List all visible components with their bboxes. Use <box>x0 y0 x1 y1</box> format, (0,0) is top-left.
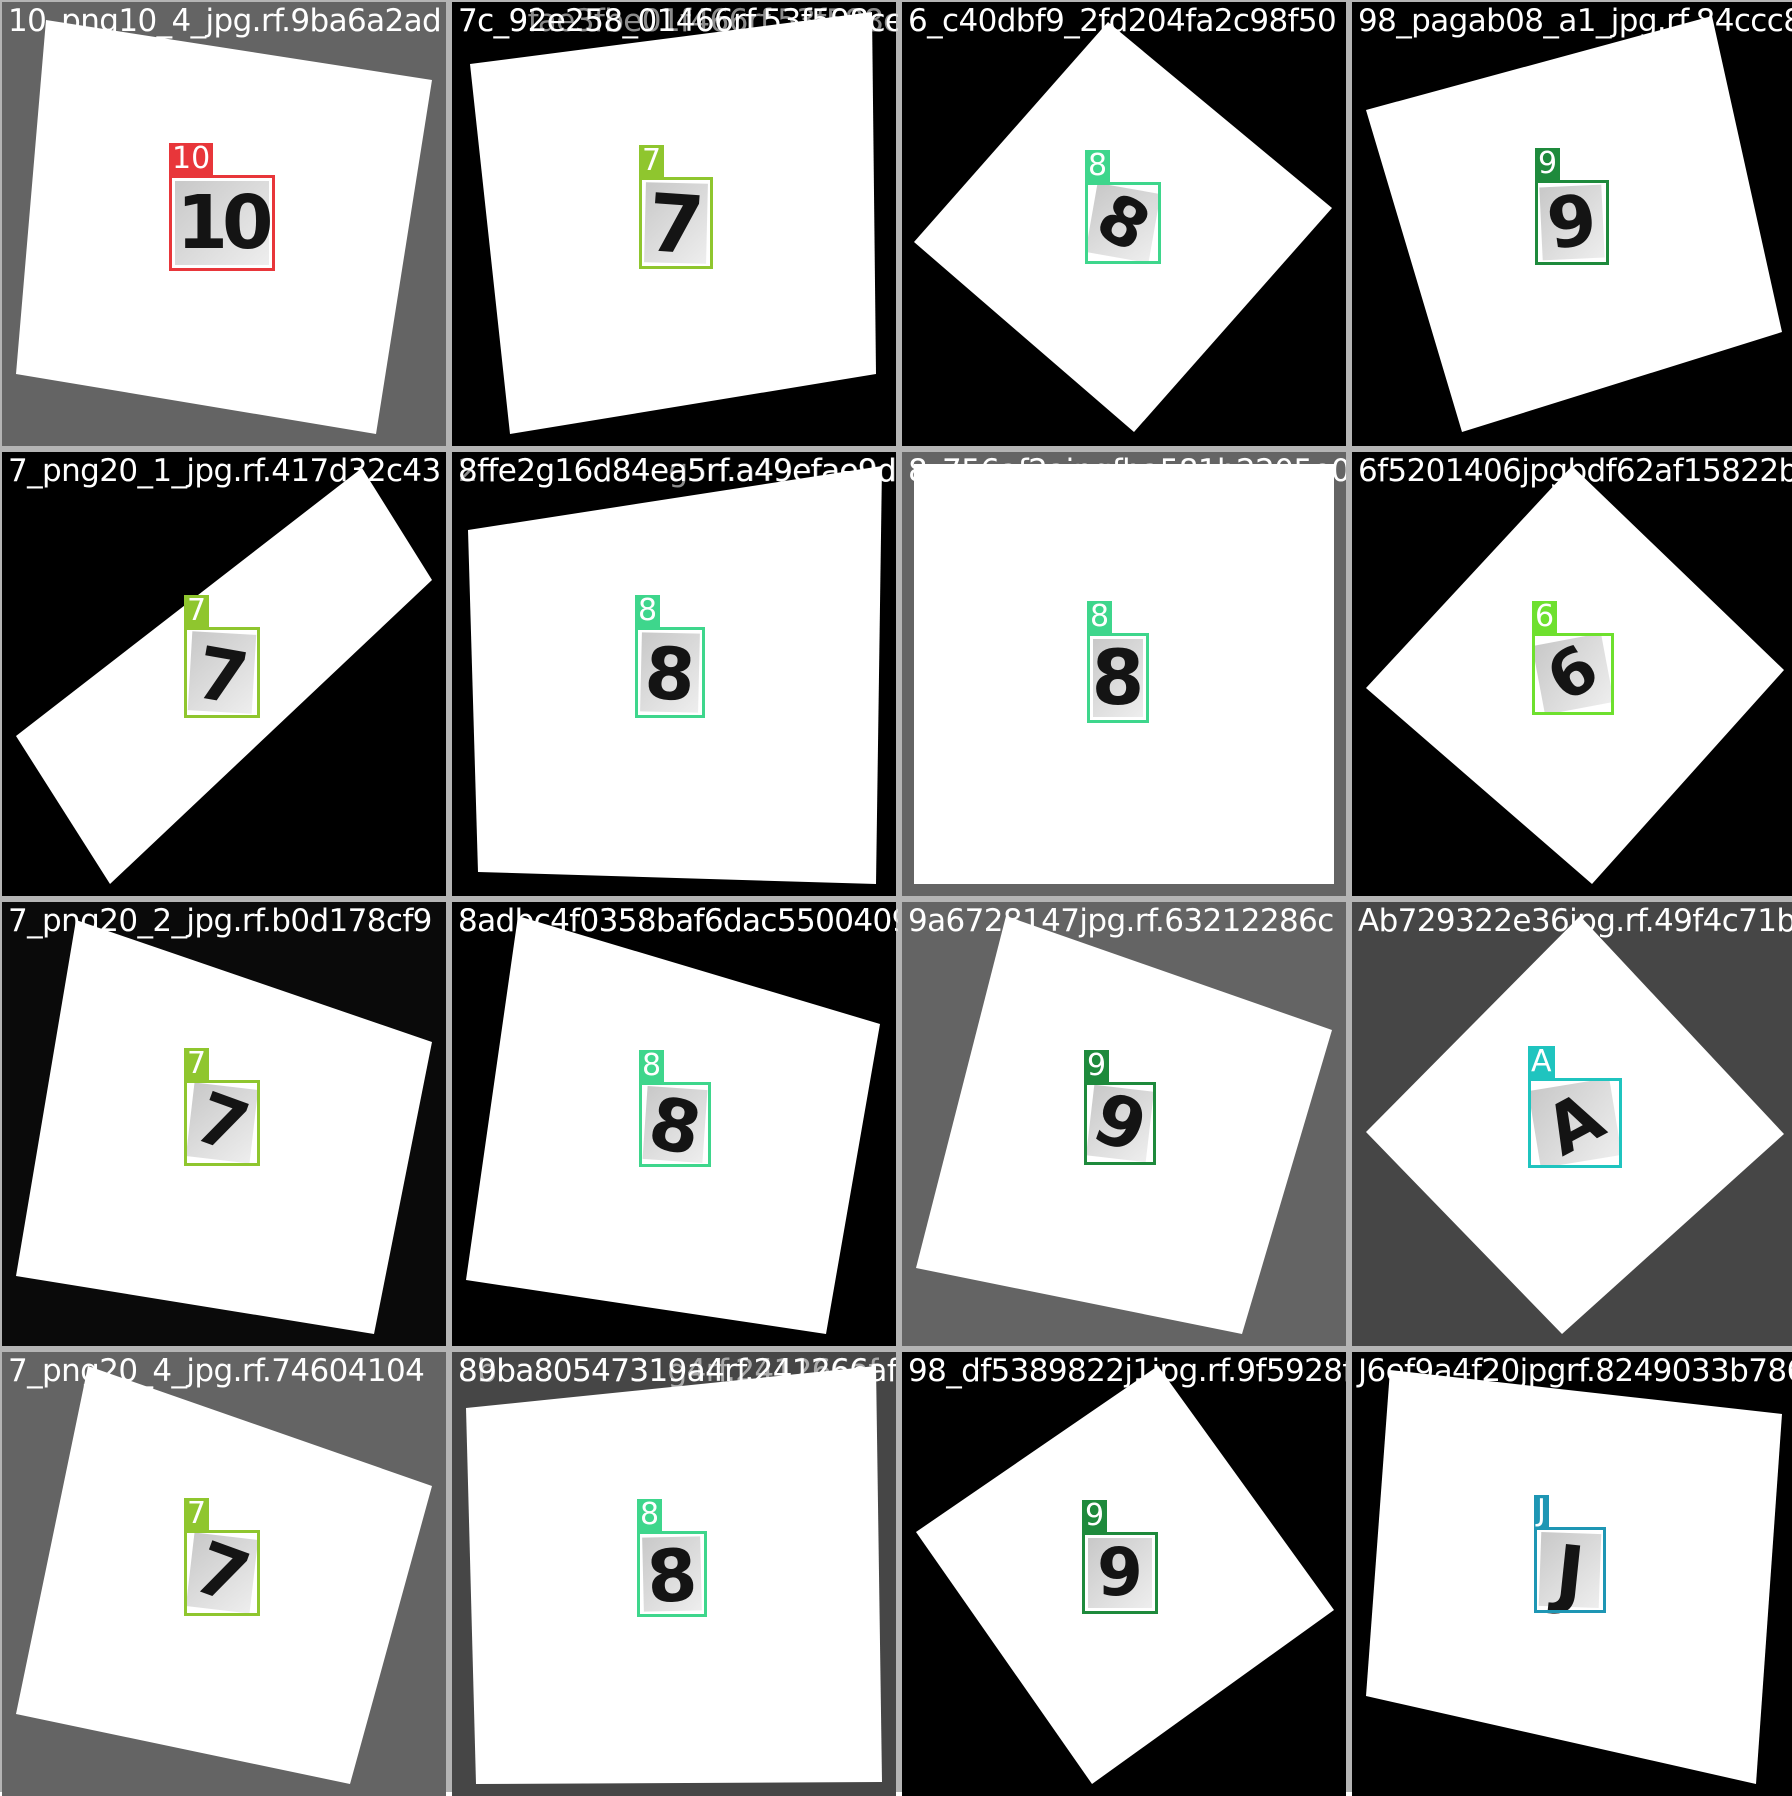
character-glyph: 8 <box>1091 633 1145 722</box>
bounding-box-outline <box>1534 1527 1606 1613</box>
bounding-box-outline <box>635 627 705 718</box>
mosaic-tile: 8 8 89ba80547319a4rf.241266af <box>452 1352 896 1796</box>
mosaic-tile: 9 9 98_df5389822j1jpg.rf.9f5928fca <box>902 1352 1346 1796</box>
mosaic-tile: 8 8 6_c40dbf9_2fd204fa2c98f50 <box>902 2 1346 446</box>
detection-box: 7 <box>184 595 260 718</box>
overlapping-filename: 2ffe2g16d84eg5rf.a49efae9d <box>458 453 897 489</box>
detection-box: 8 <box>639 1050 711 1167</box>
tile-filename: 7_png20_2_jpg.rf.b0d178cf9 <box>8 903 432 939</box>
class-label: J <box>1534 1495 1549 1527</box>
detection-box: 8 <box>635 595 705 718</box>
detection-box: 8 <box>637 1499 707 1617</box>
class-label: 7 <box>184 1048 210 1080</box>
detection-box: 7 <box>639 145 713 269</box>
character-patch <box>1088 1538 1152 1608</box>
class-label: A <box>1528 1046 1555 1078</box>
mosaic-tile: 7 7 7c_92e258_01466rf.53f598ce <box>452 2 896 446</box>
detection-box: 7 <box>184 1048 260 1166</box>
overlapping-filename: 8bba8054731g4rf.241266af <box>458 1353 879 1389</box>
overlapping-filename: 7c_9fae3fbe01f466rf.53f598ce <box>458 3 898 39</box>
tile-filename: 7_png20_1_jpg.rf.417d32c43 <box>8 453 441 489</box>
mosaic-tile: 10 10 10_png10_4_jpg.rf.9ba6a2ad <box>2 2 446 446</box>
tile-filename: 10_png10_4_jpg.rf.9ba6a2ad <box>8 3 442 39</box>
class-label: 7 <box>184 1498 210 1530</box>
detection-box: J <box>1534 1495 1606 1613</box>
mosaic-tile: 6 6 6f5201406jpgbdf62af15822b7 <box>1352 452 1792 896</box>
tile-filename: 98_pagab08_a1_jpg.rf.84ccc89d <box>1358 3 1792 39</box>
tile-filename: 89ba80547319a4rf.241266af <box>458 1353 896 1389</box>
tile-filename: 7_png20_4_jpg.rf.74604104 <box>8 1353 425 1389</box>
character-glyph: 10 <box>176 180 274 266</box>
tile-filename: 9a6728147jpg.rf.63212286c <box>908 903 1334 939</box>
mosaic-tile: 9 9 9a6728147jpg.rf.63212286c <box>902 902 1346 1346</box>
bounding-box-outline <box>184 1530 260 1616</box>
tile-filename: 7c_92e258_01466rf.53f598ce <box>458 3 896 39</box>
tile-filename: 6f5201406jpgbdf62af15822b7 <box>1358 453 1792 489</box>
detection-box: 6 <box>1532 601 1614 715</box>
tile-filename: 98_df5389822j1jpg.rf.9f5928fca <box>908 1353 1346 1389</box>
detection-box: 9 <box>1082 1500 1158 1614</box>
mosaic-tile: 8 8 8ffe2g16d84ea5rf.a49efae9d <box>452 452 896 896</box>
bounding-box-outline <box>639 177 713 269</box>
detection-box: 8 <box>1087 601 1149 723</box>
bounding-box-outline <box>1084 1082 1156 1165</box>
class-label: 6 <box>1532 601 1558 633</box>
detection-box: 9 <box>1084 1050 1156 1165</box>
class-label: 8 <box>639 1050 665 1082</box>
mosaic-tile: 8 8 8adbc4f0358baf6dac55004096 <box>452 902 896 1346</box>
tile-filename: 8adbc4f0358baf6dac55004096 <box>458 903 896 939</box>
class-label: 8 <box>1085 150 1111 182</box>
detection-box: 7 <box>184 1498 260 1616</box>
overlapping-filename: 8adbc4f0358baf6dac5500409 <box>458 903 898 939</box>
bounding-box-outline <box>1087 633 1149 723</box>
class-label: 8 <box>635 595 661 627</box>
bounding-box-outline <box>1532 633 1614 715</box>
character-glyph: 9 <box>1097 1534 1143 1611</box>
class-label: 9 <box>1082 1500 1108 1532</box>
mosaic-tile: 7 7 7_png20_2_jpg.rf.b0d178cf9 <box>2 902 446 1346</box>
tile-filename: 6_c40dbf9_2fd204fa2c98f50 <box>908 3 1337 39</box>
class-label: 10 <box>169 143 214 175</box>
class-label: 9 <box>1084 1050 1110 1082</box>
bounding-box-outline <box>637 1531 707 1617</box>
bounding-box-outline <box>184 627 260 718</box>
tile-filename: 8ffe2g16d84ea5rf.a49efae9d <box>458 453 896 489</box>
detection-box: 9 <box>1535 148 1609 265</box>
detection-box: A <box>1528 1046 1622 1168</box>
bounding-box-outline <box>639 1082 711 1167</box>
detection-box: 10 <box>169 143 275 271</box>
bounding-box-outline <box>169 175 275 271</box>
character-patch <box>1093 639 1143 717</box>
bounding-box-outline <box>184 1080 260 1166</box>
bounding-box-outline <box>1535 180 1609 265</box>
tile-filename: Ab729322e36jpg.rf.49f4c71b <box>1358 903 1792 939</box>
class-label: 7 <box>184 595 210 627</box>
character-patch <box>175 181 269 265</box>
mosaic-tile: 8 8 8_756af2ajpgfba581b2205e0 <box>902 452 1346 896</box>
mosaic-tile: 7 7 7_png20_4_jpg.rf.74604104 <box>2 1352 446 1796</box>
class-label: 7 <box>639 145 665 177</box>
augmented-image <box>2 1352 446 1796</box>
mosaic-tile: J J J6ef9a4f20jpgrf.8249033b786 <box>1352 1352 1792 1796</box>
bounding-box-outline <box>1082 1532 1158 1614</box>
class-label: 9 <box>1535 148 1561 180</box>
class-label: 8 <box>1087 601 1113 633</box>
tile-filename: J6ef9a4f20jpgrf.8249033b786 <box>1358 1353 1792 1389</box>
bounding-box-outline <box>1085 182 1161 264</box>
mosaic-tile: A A Ab729322e36jpg.rf.49f4c71b <box>1352 902 1792 1346</box>
detection-box: 8 <box>1085 150 1161 264</box>
bounding-box-outline <box>1528 1078 1622 1168</box>
class-label: 8 <box>637 1499 663 1531</box>
mosaic-tile: 7 7 7_png20_1_jpg.rf.417d32c43 <box>2 452 446 896</box>
tile-filename: 8_756af2ajpgfba581b2205e0 <box>908 453 1346 489</box>
